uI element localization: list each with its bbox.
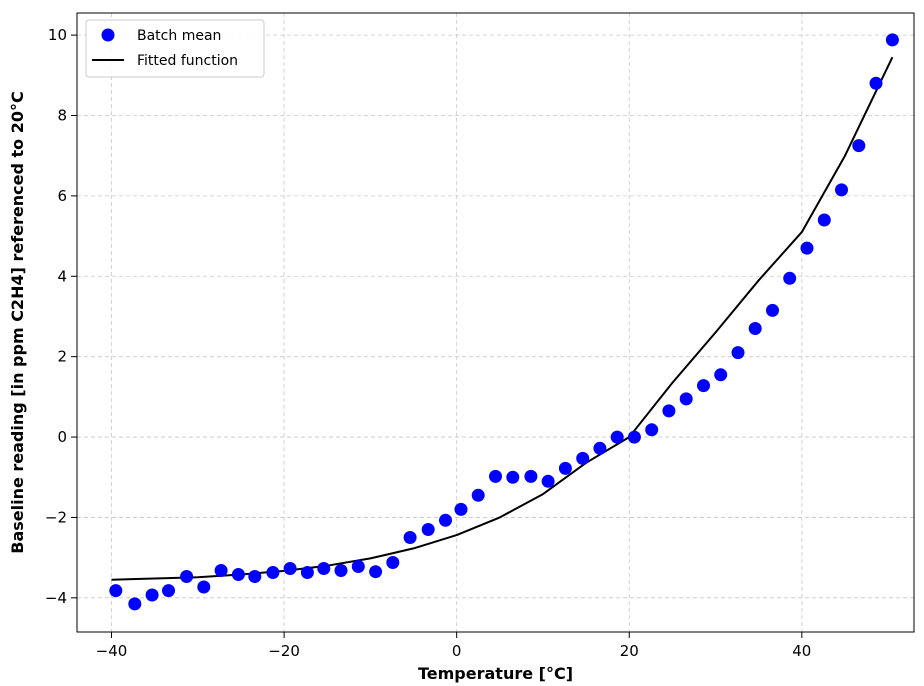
batch-mean-point [748,322,762,335]
batch-mean-point [627,430,641,444]
batch-mean-point [645,423,659,437]
y-tick-label: 6 [57,187,67,205]
batch-mean-point [403,531,417,544]
batch-mean-point [471,488,485,502]
batch-mean-point [869,76,883,90]
legend-label-fitted-function: Fitted function [137,53,238,69]
legend: Batch mean Fitted function [85,19,265,78]
batch-mean-point [351,560,365,573]
grid [77,13,914,632]
batch-mean-point [145,588,159,602]
batch-mean-point [679,392,693,406]
batch-mean-point [266,566,280,579]
y-tick-label: 10 [48,26,67,44]
x-tick-label: 40 [792,642,811,660]
batch-mean-point [109,584,123,598]
legend-marker-batch-mean [101,28,115,42]
batch-mean-point [231,568,245,581]
batch-mean-point [541,474,555,488]
batch-mean-point [817,213,831,227]
batch-mean-point [180,570,194,583]
batch-mean-point [248,570,262,583]
batch-mean-point [214,564,228,577]
y-tick-label: 4 [57,267,67,285]
batch-mean-point [369,565,383,579]
batch-mean-point [300,566,314,579]
batch-mean-point [766,303,779,317]
legend-box [85,19,265,78]
batch-mean-point [386,556,400,569]
y-tick-label: 0 [57,428,67,446]
y-tick-label: −2 [45,508,67,526]
batch-mean-point [317,562,331,575]
y-axis-title: Baseline reading [in ppm C2H4] reference… [8,91,27,554]
batch-mean-point [506,470,520,484]
batch-mean-point [593,441,607,455]
y-tick-label: 8 [57,106,67,124]
batch-mean-point [800,241,814,255]
batch-mean-point [524,469,538,483]
batch-mean-point [162,584,175,598]
y-tick-label: 2 [57,348,67,366]
batch-mean-point [731,346,745,360]
x-tick-label: 20 [620,642,639,660]
batch-mean-point [783,271,797,285]
batch-mean-point [421,523,435,536]
plot-area-frame [76,12,915,633]
batch-mean-point [558,461,572,475]
batch-mean-point [334,564,348,577]
batch-mean-point [439,513,452,527]
batch-mean-point [852,139,866,153]
batch-mean-point [885,33,899,47]
batch-mean-point [662,404,676,418]
x-tick-label: 0 [452,642,462,660]
x-axis-title: Temperature [°C] [418,664,573,683]
batch-mean-point [283,562,297,575]
x-tick-label: −20 [268,642,300,660]
batch-mean-point [714,368,728,382]
legend-label-batch-mean: Batch mean [137,28,221,44]
batch-mean-point [197,580,211,594]
batch-mean-point [489,469,502,483]
batch-mean-point [576,451,590,465]
batch-mean-point [697,379,710,393]
batch-mean-layer [109,33,899,611]
batch-mean-point [454,502,468,516]
batch-mean-point [128,597,142,611]
y-tick-label: −4 [45,589,67,607]
x-tick-label: −40 [96,642,128,660]
batch-mean-point [835,183,848,197]
batch-mean-point [610,430,624,444]
